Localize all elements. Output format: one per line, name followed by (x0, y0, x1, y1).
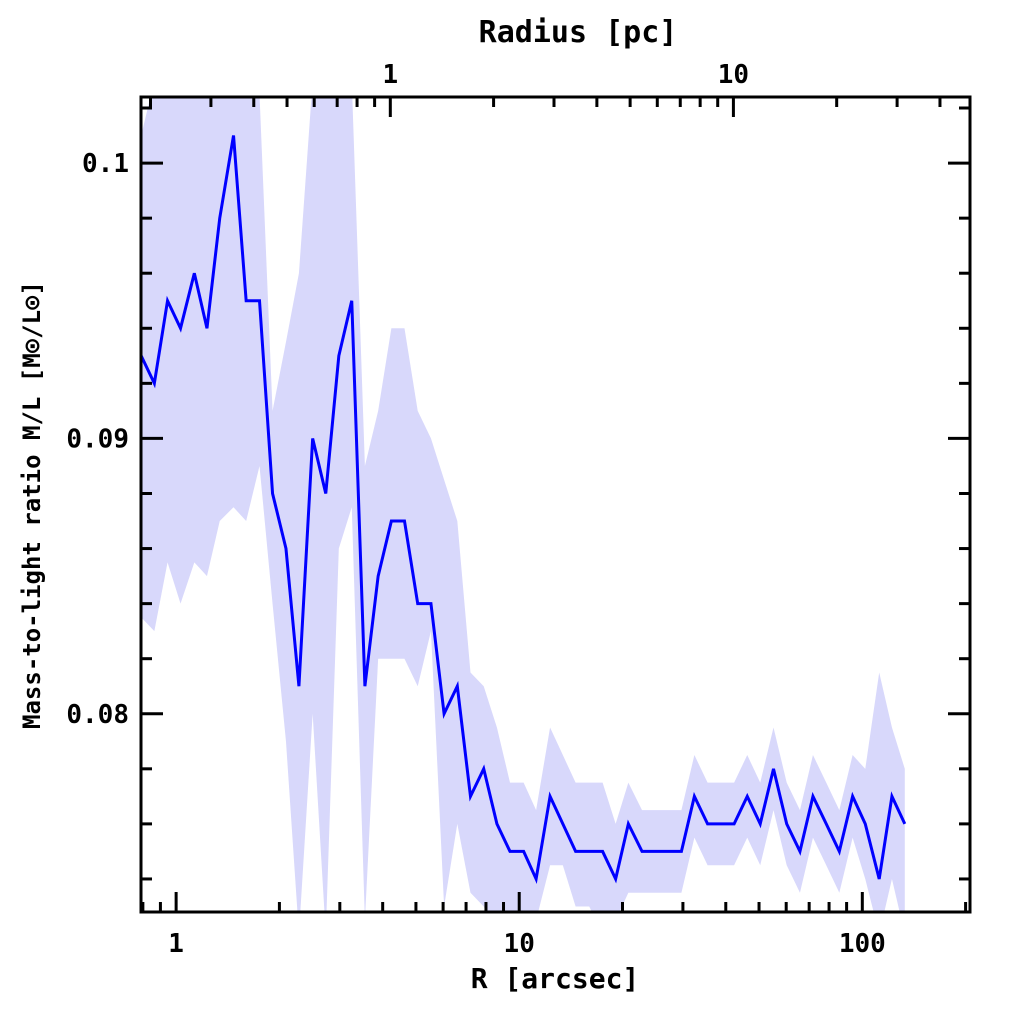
y-tick-label: 0.09 (66, 424, 129, 454)
tick-layer: 1 10 100 1 10 0.08 0.09 0.1 (66, 60, 970, 959)
error-band (141, 97, 905, 912)
top-axis-label: Radius [pc] (479, 15, 678, 50)
line-layer (141, 135, 907, 885)
x-tick-label: 1 (168, 929, 184, 959)
y-tick-label: 0.08 (66, 700, 129, 730)
error-band-layer (141, 97, 905, 912)
y-axis-label: Mass-to-light ratio M/L [M⊙/L⊙] (18, 281, 46, 729)
x-axis-label: R [arcsec] (471, 962, 640, 995)
top-tick-label: 1 (382, 60, 398, 90)
y-tick-label: 0.1 (82, 149, 129, 179)
x-tick-label: 10 (504, 929, 535, 959)
x-tick-label: 100 (839, 929, 886, 959)
top-tick-label: 10 (718, 60, 749, 90)
